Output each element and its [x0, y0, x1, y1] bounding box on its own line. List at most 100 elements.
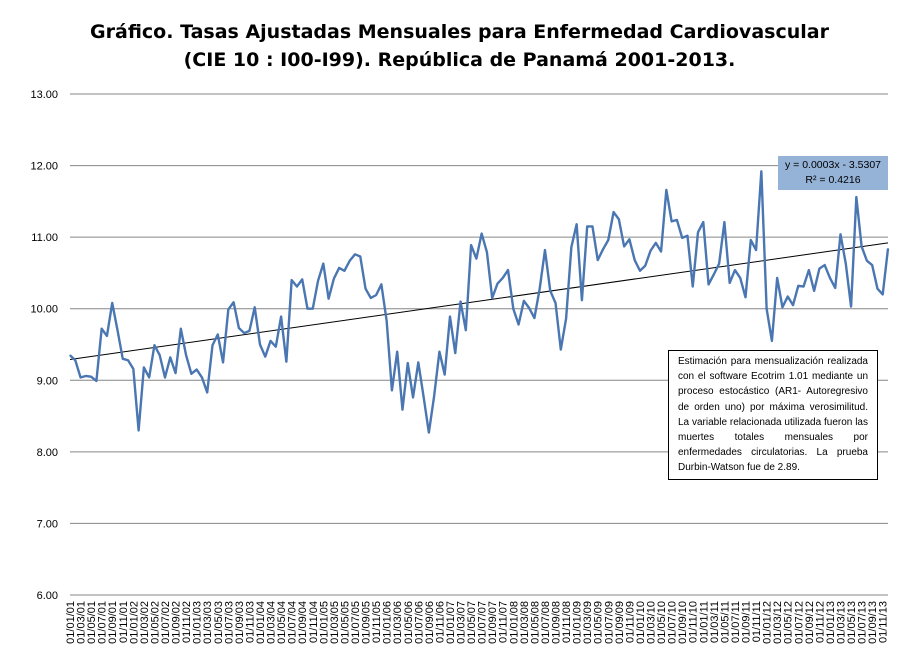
- x-tick-label: 01/11/10: [688, 601, 700, 643]
- trendline-equation-label: y = 0.0003x - 3.5307 R² = 0.4216: [778, 156, 888, 190]
- x-tick-label: 01/11/12: [814, 601, 826, 643]
- data-point: [275, 346, 277, 348]
- data-point: [327, 298, 330, 300]
- data-point: [90, 376, 92, 378]
- x-tick-label: 01/09/03: [234, 601, 246, 644]
- trendline-r-squared: R² = 0.4216: [805, 174, 861, 186]
- x-tick-label: 01/07/07: [477, 601, 489, 644]
- x-tick-label: 01/11/06: [434, 601, 446, 643]
- x-tick-label: 01/01/01: [65, 601, 77, 644]
- data-point: [750, 239, 752, 241]
- data-point: [528, 307, 530, 309]
- data-point: [380, 283, 382, 285]
- data-point: [116, 329, 119, 331]
- data-point: [259, 343, 261, 346]
- x-tick-label: 01/11/01: [118, 601, 130, 643]
- data-point: [707, 283, 710, 285]
- data-point: [69, 354, 71, 356]
- x-tick-label: 01/09/04: [297, 601, 309, 644]
- data-point: [866, 260, 868, 262]
- x-tick-label: 01/05/08: [529, 601, 541, 644]
- series-line-rate: [69, 170, 890, 434]
- x-tick-label: 01/05/12: [783, 601, 795, 644]
- y-tick-label: 6.00: [37, 590, 58, 602]
- data-point: [845, 263, 847, 265]
- data-point: [375, 294, 377, 296]
- data-point: [649, 250, 652, 252]
- data-point: [238, 327, 240, 329]
- data-point: [438, 351, 441, 353]
- y-tick-label: 12.00: [30, 161, 58, 173]
- x-tick-label: 01/11/04: [308, 601, 320, 643]
- x-tick-label: 01/09/08: [551, 601, 563, 644]
- data-point: [428, 431, 430, 434]
- data-point: [660, 250, 662, 253]
- data-point: [618, 218, 620, 220]
- data-point: [444, 373, 446, 376]
- y-axis-tick-labels: 6.00 7.00 8.00 9.00 10.00 11.00 12.00 13.00: [30, 89, 58, 602]
- data-point: [301, 278, 303, 280]
- data-point: [396, 351, 398, 353]
- data-point: [602, 248, 604, 250]
- data-point: [549, 290, 551, 292]
- data-point: [153, 344, 156, 346]
- x-tick-label: 01/01/12: [762, 601, 774, 644]
- y-tick-label: 10.00: [30, 304, 58, 316]
- x-tick-label: 01/01/03: [192, 601, 204, 644]
- x-tick-label: 01/07/09: [603, 601, 615, 644]
- data-point: [122, 358, 124, 360]
- data-point: [312, 308, 314, 310]
- data-point: [465, 329, 467, 331]
- x-tick-label: 01/11/11: [751, 601, 763, 642]
- data-point: [164, 376, 166, 379]
- data-point: [612, 211, 615, 213]
- y-tick-label: 13.00: [30, 89, 58, 101]
- x-tick-label: 01/03/06: [392, 601, 404, 644]
- trendline-layer: [69, 242, 889, 361]
- data-point: [576, 223, 578, 225]
- data-point: [808, 269, 810, 271]
- data-point: [248, 330, 251, 332]
- x-tick-label: 01/07/05: [350, 601, 362, 644]
- data-point: [206, 391, 208, 394]
- x-tick-label: 01/11/02: [181, 601, 193, 643]
- x-tick-label: 01/07/11: [730, 601, 742, 643]
- y-tick-label: 11.00: [31, 232, 58, 244]
- data-point: [824, 264, 826, 266]
- y-tick-label: 8.00: [37, 447, 58, 459]
- chart-title: Gráfico. Tasas Ajustadas Mensuales para …: [90, 21, 829, 71]
- x-tick-label: 01/03/09: [582, 601, 594, 644]
- data-point: [628, 238, 631, 240]
- data-point: [333, 278, 335, 280]
- x-tick-label: 01/11/05: [371, 601, 383, 643]
- data-point: [95, 380, 97, 382]
- data-point: [407, 362, 409, 364]
- data-point: [734, 269, 736, 271]
- data-point: [766, 308, 768, 310]
- x-tick-label: 01/09/10: [677, 601, 689, 644]
- data-point: [760, 170, 762, 172]
- data-point: [217, 333, 219, 336]
- data-point: [797, 285, 799, 287]
- x-tick-label: 01/05/01: [86, 601, 98, 644]
- data-point: [697, 231, 699, 233]
- data-point: [644, 265, 646, 267]
- x-tick-label: 01/03/07: [456, 601, 468, 644]
- data-point: [138, 429, 140, 431]
- x-tick-label: 01/09/09: [614, 601, 626, 644]
- data-point: [539, 288, 541, 290]
- data-point: [391, 389, 393, 391]
- data-point: [349, 260, 351, 262]
- data-point: [512, 308, 514, 310]
- data-point: [560, 348, 562, 351]
- x-tick-label: 01/03/11: [709, 601, 721, 643]
- data-point: [665, 189, 667, 191]
- x-tick-label: 01/05/04: [276, 601, 288, 644]
- data-point: [591, 225, 594, 228]
- data-point: [702, 221, 704, 223]
- x-tick-label: 01/07/13: [857, 601, 869, 644]
- data-point: [159, 354, 161, 356]
- trendline-equation: y = 0.0003x - 3.5307: [784, 159, 882, 171]
- x-tick-label: 01/07/04: [287, 601, 299, 644]
- data-point: [834, 287, 836, 289]
